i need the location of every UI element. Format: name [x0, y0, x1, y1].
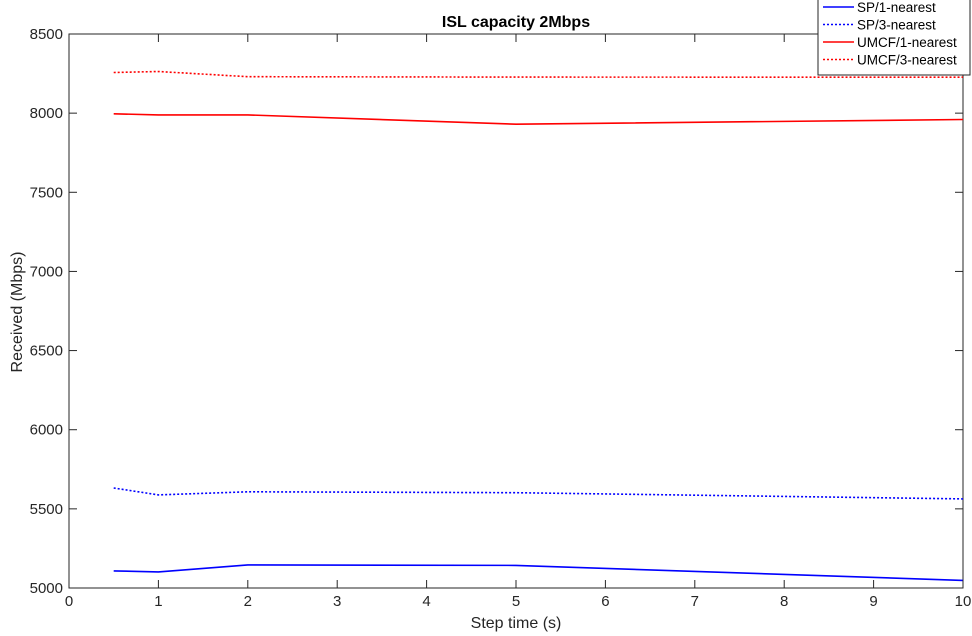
- legend-label: UMCF/1-nearest: [857, 35, 957, 50]
- y-tick-label: 8000: [30, 105, 63, 122]
- series-line-4: [113, 70, 964, 78]
- x-tick-label: 8: [780, 593, 788, 610]
- legend-label: SP/3-nearest: [857, 18, 936, 33]
- axes-box: [68, 33, 964, 589]
- y-tick-label: 7500: [30, 184, 63, 201]
- x-tick-label: 1: [154, 593, 162, 610]
- y-tick-label: 7000: [30, 263, 63, 280]
- plot-area: 0 1 2 3 4 5 6 7 8 9 10 5000 5500 6000 6500 7000 7500 8000…: [30, 26, 972, 610]
- y-axis-label: Received (Mbps): [9, 252, 26, 373]
- x-tick-label: 10: [955, 593, 972, 610]
- x-tick-label: 0: [65, 593, 73, 610]
- y-tick-label: 5500: [30, 501, 63, 518]
- legend: SP/1-nearest SP/3-nearest UMCF/1-nearest UM…: [817, 0, 971, 76]
- legend-label: UMCF/3-nearest: [857, 53, 957, 68]
- y-tick-label: 6000: [30, 422, 63, 439]
- axis-ticks: 0 1 2 3 4 5 6 7 8 9 10 5000 5500 6000 6500 7000 7500 8000…: [30, 26, 972, 610]
- legend-box: [817, 0, 971, 76]
- series-line-3: [113, 113, 964, 125]
- x-tick-label: 7: [691, 593, 699, 610]
- series-lines: [113, 70, 964, 582]
- series-line-1: [113, 564, 964, 582]
- x-tick-label: 6: [601, 593, 609, 610]
- legend-label: SP/1-nearest: [857, 0, 936, 15]
- y-tick-label: 5000: [30, 580, 63, 597]
- x-tick-label: 3: [333, 593, 341, 610]
- x-tick-label: 4: [422, 593, 430, 610]
- x-axis-label: Step time (s): [471, 615, 562, 632]
- chart-title: ISL capacity 2Mbps: [442, 14, 590, 31]
- x-tick-label: 2: [244, 593, 252, 610]
- x-tick-label: 5: [512, 593, 520, 610]
- series-line-2: [113, 487, 964, 500]
- x-tick-label: 9: [869, 593, 877, 610]
- y-tick-label: 8500: [30, 26, 63, 43]
- y-tick-label: 6500: [30, 343, 63, 360]
